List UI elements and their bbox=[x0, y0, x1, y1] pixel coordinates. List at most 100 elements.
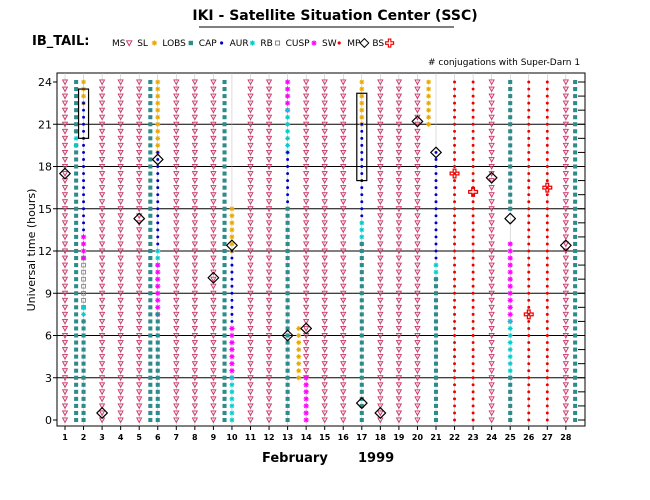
legend-label-rb: RB bbox=[260, 39, 272, 49]
data-point-lobs bbox=[285, 206, 290, 211]
x-tick-label: 20 bbox=[412, 433, 424, 442]
data-point-sw bbox=[453, 129, 457, 133]
data-point-lobs bbox=[222, 417, 227, 423]
data-point-lobs bbox=[148, 101, 153, 106]
data-point-lobs bbox=[359, 270, 364, 275]
data-point-lobs bbox=[508, 192, 513, 197]
data-point-cap bbox=[230, 270, 234, 274]
data-point-lobs bbox=[155, 417, 160, 423]
data-point-lobs bbox=[74, 361, 79, 366]
data-point-aur bbox=[358, 233, 365, 240]
data-point-cap bbox=[434, 157, 438, 161]
data-point-cap bbox=[434, 150, 438, 154]
x-tick-label: 13 bbox=[282, 433, 293, 442]
data-point-sw bbox=[527, 277, 531, 281]
data-point-sl bbox=[154, 128, 161, 135]
data-point-sl bbox=[154, 100, 161, 107]
data-point-lobs bbox=[573, 101, 578, 106]
data-point-lobs bbox=[433, 403, 439, 408]
data-point-aur bbox=[284, 142, 291, 149]
data-point-lobs bbox=[81, 396, 86, 401]
data-point-lobs bbox=[359, 319, 364, 324]
data-point-sw bbox=[545, 200, 549, 204]
y-tick-label: 6 bbox=[45, 330, 52, 343]
data-point-lobs bbox=[74, 192, 79, 197]
data-point-sw bbox=[545, 270, 549, 274]
x-tick-label: 3 bbox=[99, 433, 105, 442]
data-point-sw bbox=[471, 80, 475, 84]
data-point-cap bbox=[82, 143, 86, 147]
data-point-sw bbox=[471, 165, 475, 168]
data-point-aur bbox=[284, 135, 291, 142]
data-point-lobs bbox=[285, 284, 290, 289]
data-point-lobs bbox=[508, 389, 513, 394]
data-point-cusp bbox=[507, 268, 514, 276]
data-point-lobs bbox=[74, 234, 79, 239]
x-tick-label: 23 bbox=[468, 433, 479, 442]
data-point-lobs bbox=[222, 94, 227, 99]
data-point-lobs bbox=[573, 136, 578, 141]
data-point-sw bbox=[527, 129, 531, 133]
data-point-cap bbox=[82, 101, 86, 105]
data-point-sw bbox=[471, 179, 475, 183]
data-point-sw bbox=[453, 193, 457, 197]
data-point-lobs bbox=[573, 277, 578, 282]
data-point-lobs bbox=[285, 227, 290, 232]
data-point-lobs bbox=[222, 263, 227, 268]
data-point-sw bbox=[471, 270, 475, 274]
data-point-lobs bbox=[222, 178, 227, 183]
data-point-lobs bbox=[285, 368, 290, 373]
data-point-lobs bbox=[222, 87, 227, 92]
legend-label-bs: BS bbox=[372, 39, 384, 49]
data-point-sw bbox=[545, 334, 549, 337]
data-point-sw bbox=[453, 319, 457, 323]
data-point-sw bbox=[545, 115, 549, 119]
data-point-lobs bbox=[433, 277, 439, 282]
data-point-lobs bbox=[573, 298, 578, 303]
data-point-lobs bbox=[74, 115, 79, 120]
data-point-sw bbox=[471, 249, 475, 253]
data-point-cap bbox=[360, 200, 364, 204]
data-point-cap bbox=[230, 284, 234, 288]
data-point-sw bbox=[453, 334, 457, 337]
grid bbox=[57, 73, 585, 426]
data-point-sl bbox=[358, 100, 365, 107]
data-point-cusp bbox=[228, 325, 236, 332]
data-point-aur bbox=[433, 269, 439, 276]
y-tick-label: 21 bbox=[38, 118, 52, 131]
data-point-lobs bbox=[148, 396, 153, 401]
data-point-lobs bbox=[222, 171, 227, 176]
data-point-lobs bbox=[433, 284, 439, 289]
data-point-lobs bbox=[508, 122, 513, 127]
data-point-cap bbox=[434, 193, 438, 197]
data-point-sl bbox=[229, 205, 235, 212]
data-point-sw bbox=[471, 312, 475, 316]
data-point-lobs bbox=[508, 108, 513, 113]
data-point-lobs bbox=[222, 143, 227, 148]
data-point-sw bbox=[453, 94, 457, 98]
data-point-sw bbox=[527, 200, 531, 204]
data-point-lobs bbox=[573, 368, 578, 373]
data-point-lobs bbox=[573, 129, 578, 134]
data-point-cusp bbox=[302, 388, 310, 395]
legend-marker-ms bbox=[126, 40, 133, 47]
data-point-lobs bbox=[148, 312, 153, 317]
data-point-lobs bbox=[573, 291, 578, 296]
data-point-lobs bbox=[222, 199, 227, 204]
data-point-lobs bbox=[433, 375, 439, 380]
data-point-sl bbox=[154, 135, 161, 142]
plot-frame bbox=[56, 72, 586, 427]
data-point-cap bbox=[434, 172, 438, 176]
legend-label-ms: MS bbox=[112, 39, 126, 49]
data-point-cap bbox=[82, 221, 86, 225]
data-point-aur bbox=[284, 128, 291, 135]
data-point-lobs bbox=[359, 298, 364, 303]
data-point-sl bbox=[358, 93, 365, 100]
data-point-sw bbox=[471, 228, 475, 232]
x-tick-label: 21 bbox=[430, 433, 442, 442]
data-point-sw bbox=[545, 221, 549, 225]
data-point-lobs bbox=[573, 361, 578, 366]
data-point-lobs bbox=[359, 410, 364, 415]
data-point-lobs bbox=[359, 326, 364, 331]
data-point-aur bbox=[284, 121, 291, 128]
